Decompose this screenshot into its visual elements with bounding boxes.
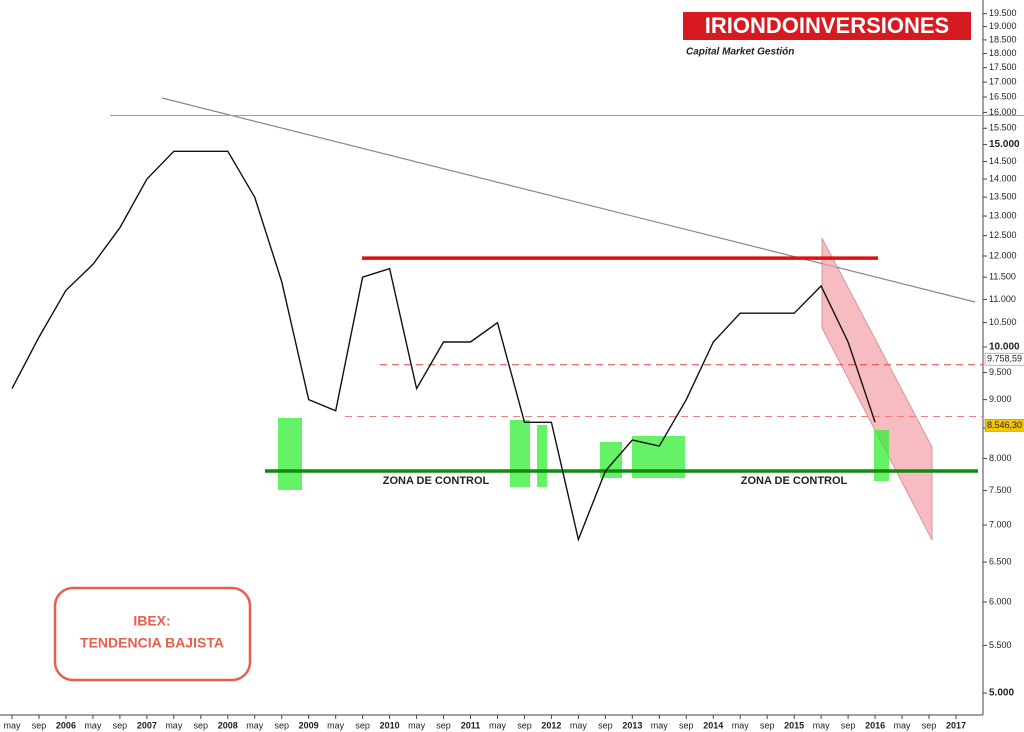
x-tick-label: 2009	[299, 720, 319, 730]
x-tick-label: may	[489, 720, 507, 730]
y-tick-label: 17.500	[989, 62, 1017, 72]
y-tick-label: 19.500	[989, 8, 1017, 18]
x-tick-label: sep	[436, 720, 451, 730]
brand: IRIONDOINVERSIONES	[705, 13, 949, 38]
brand-box	[683, 12, 971, 40]
x-tick-label: 2010	[380, 720, 400, 730]
bearish-channel	[821, 237, 933, 541]
y-tick-label: 16.000	[989, 107, 1017, 117]
y-tick-label: 15.000	[989, 139, 1020, 150]
y-tick-label: 13.000	[989, 210, 1017, 220]
y-tick-label: 13.500	[989, 192, 1017, 202]
x-tick-label: 2007	[137, 720, 157, 730]
y-tick-label: 11.500	[989, 272, 1016, 282]
y-tick-label: 8.000	[989, 453, 1012, 463]
trend-line	[161, 97, 976, 303]
x-tick-label: sep	[922, 720, 937, 730]
y-tick-label: 9.000	[989, 394, 1012, 404]
x-tick-label: may	[813, 720, 831, 730]
x-tick-label: 2014	[703, 720, 723, 730]
zone	[874, 430, 889, 481]
x-tick-label: 2016	[865, 720, 885, 730]
x-tick-label: may	[570, 720, 588, 730]
zone	[278, 418, 302, 490]
x-tick-label: sep	[760, 720, 775, 730]
x-tick-label: sep	[32, 720, 47, 730]
x-tick-label: may	[894, 720, 912, 730]
badge	[53, 586, 252, 682]
x-tick-label: 2008	[218, 720, 238, 730]
x-tick-label: sep	[274, 720, 289, 730]
x-tick-label: sep	[679, 720, 694, 730]
badge-text: TENDENCIA BAJISTA	[80, 635, 224, 651]
x-tick-label: 2015	[784, 720, 804, 730]
x-tick-label: may	[3, 720, 21, 730]
x-tick-label: may	[246, 720, 264, 730]
y-tick-label: 14.500	[989, 156, 1017, 166]
zone-label: ZONA DE CONTROL	[741, 475, 848, 487]
y-tick-label: 19.000	[989, 21, 1017, 31]
y-tick-label: 10.500	[989, 317, 1017, 327]
x-tick-label: may	[408, 720, 426, 730]
y-tick-label: 11.000	[989, 294, 1016, 304]
x-tick-label: 2013	[622, 720, 642, 730]
y-tick-label: 5.000	[989, 688, 1014, 699]
x-tick-label: 2012	[541, 720, 561, 730]
x-tick-label: may	[165, 720, 183, 730]
y-tick-label: 16.500	[989, 91, 1017, 101]
y-tick-label: 5.500	[989, 640, 1012, 650]
y-tick-label: 7.500	[989, 485, 1012, 495]
y-tick-label: 10.000	[989, 342, 1020, 353]
x-tick-label: sep	[113, 720, 128, 730]
x-tick-label: sep	[355, 720, 370, 730]
price-tag-label: 9.758,59	[987, 354, 1022, 364]
x-tick-label: may	[327, 720, 345, 730]
x-tick-label: may	[651, 720, 669, 730]
x-tick-label: sep	[598, 720, 613, 730]
price-tag	[984, 352, 1024, 366]
x-tick-label: 2006	[56, 720, 76, 730]
x-tick-label: sep	[841, 720, 856, 730]
price-tag	[984, 419, 1024, 432]
y-tick-label: 18.500	[989, 34, 1017, 44]
y-tick-label: 18.000	[989, 48, 1017, 58]
x-tick-label: sep	[517, 720, 532, 730]
zone	[510, 420, 530, 487]
price-line	[11, 150, 876, 542]
x-tick-label: sep	[194, 720, 209, 730]
badge-text: IBEX:	[133, 613, 170, 629]
x-tick-label: may	[84, 720, 102, 730]
zone-label: ZONA DE CONTROL	[383, 475, 490, 487]
y-tick-label: 12.500	[989, 230, 1017, 240]
zone	[537, 425, 547, 487]
y-tick-label: 6.000	[989, 596, 1012, 606]
x-tick-label: may	[732, 720, 750, 730]
y-tick-label: 7.000	[989, 519, 1012, 529]
y-tick-label: 12.000	[989, 250, 1017, 260]
y-tick-label: 15.500	[989, 123, 1017, 133]
price-tag-label: 8.546,30	[987, 420, 1022, 430]
x-tick-label: 2017	[946, 720, 966, 730]
y-tick-label: 17.000	[989, 77, 1017, 87]
y-tick-label: 14.000	[989, 173, 1017, 183]
zone	[600, 442, 622, 478]
y-tick-label: 9.500	[989, 367, 1012, 377]
x-tick-label: 2011	[461, 720, 481, 730]
y-tick-label: 6.500	[989, 556, 1012, 566]
tagline: Capital Market Gestión	[686, 47, 794, 58]
